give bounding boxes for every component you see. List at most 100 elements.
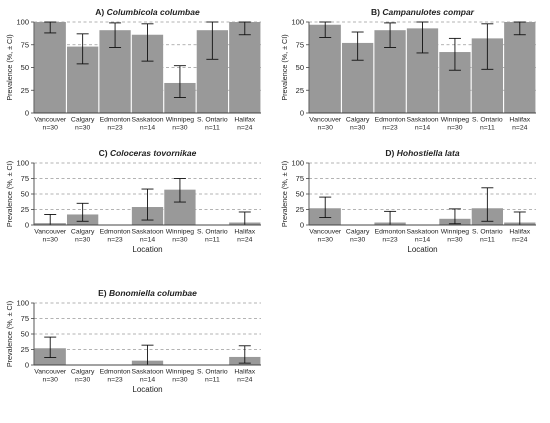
x-sample-size: n=30	[75, 377, 91, 384]
x-sample-size: n=30	[350, 125, 366, 132]
x-sample-size: n=11	[480, 125, 495, 132]
y-tick-label: 75	[21, 40, 29, 49]
panel-species: Bonomiella columbae	[109, 288, 197, 298]
error-bar	[141, 188, 154, 221]
y-tick-label: 100	[16, 18, 29, 27]
x-sample-size: n=23	[107, 237, 123, 244]
y-tick-label: 75	[21, 174, 29, 183]
x-sample-size: n=30	[75, 125, 91, 132]
x-tick-label: S. Ontario	[197, 369, 228, 376]
panel-title: B) Campanulotes compar	[371, 7, 475, 17]
x-tick-label: Winnipeg	[166, 117, 195, 124]
y-tick-label: 25	[21, 86, 29, 95]
x-sample-size: n=14	[415, 237, 431, 244]
y-tick-label: 50	[21, 330, 29, 339]
x-sample-size: n=23	[107, 125, 123, 132]
y-axis-label: Prevalence (%, ± CI)	[5, 161, 14, 227]
x-tick-label: Winnipeg	[166, 369, 195, 376]
bar-halifax	[229, 22, 261, 113]
chart-panel-5: E) Bonomiella columbae 0 25 50 75 100 Vancouve…	[5, 288, 261, 394]
x-sample-size: n=30	[318, 125, 334, 132]
y-tick-label: 100	[16, 159, 29, 168]
panel-letter: B)	[371, 7, 382, 17]
chart-panel-2: B) Campanulotes compar 0 25 50 75 100 Vancouve…	[280, 7, 536, 132]
error-bar	[319, 196, 332, 219]
x-axis-label: Location	[132, 385, 162, 394]
chart-panel-4: D) Hohostiella lata0255075100Vancouvern=…	[280, 148, 536, 254]
x-tick-label: Halifax	[509, 117, 530, 124]
error-bar	[513, 21, 526, 36]
error-bar	[319, 21, 332, 38]
x-tick-label: Saskatoon	[406, 229, 438, 236]
x-tick-label: Calgary	[71, 369, 95, 376]
x-sample-size: n=14	[140, 125, 156, 132]
x-sample-size: n=30	[43, 377, 59, 384]
y-tick-label: 0	[25, 109, 29, 118]
y-axis-label: Prevalence (%, ± CI)	[280, 34, 289, 100]
x-sample-size: n=23	[107, 377, 123, 384]
x-tick-label: S. Ontario	[197, 229, 228, 236]
chart-panel-3: C) Coloceras tovornikae 0 25 50 75 100 Vancouv…	[5, 148, 261, 254]
x-tick-label: Winnipeg	[441, 117, 470, 124]
x-tick-label: Winnipeg	[166, 229, 195, 236]
x-sample-size: n=24	[237, 125, 253, 132]
x-tick-label: Calgary	[71, 117, 95, 124]
y-axis-label: Prevalence (%, ± CI)	[5, 34, 14, 100]
x-tick-label: S. Ontario	[197, 117, 228, 124]
y-axis-label: Prevalence (%, ± CI)	[5, 301, 14, 367]
x-tick-label: Calgary	[346, 117, 370, 124]
y-tick-label: 0	[25, 361, 29, 370]
x-sample-size: n=11	[205, 377, 220, 384]
error-bar	[416, 21, 429, 54]
y-tick-label: 50	[296, 190, 304, 199]
x-sample-size: n=30	[350, 237, 366, 244]
y-tick-label: 25	[21, 205, 29, 214]
x-sample-size: n=14	[140, 377, 156, 384]
x-sample-size: n=11	[205, 237, 220, 244]
y-tick-label: 50	[21, 190, 29, 199]
x-tick-label: Saskatoon	[406, 117, 438, 124]
error-bar	[238, 345, 251, 364]
x-tick-label: Edmonton	[375, 117, 406, 124]
x-sample-size: n=30	[172, 125, 188, 132]
x-sample-size: n=30	[447, 237, 463, 244]
chart-panel-1: A) Columbicola columbae 0 25 50 75 100 Vancouv…	[5, 7, 261, 132]
error-bar	[76, 202, 89, 222]
y-tick-label: 25	[296, 205, 304, 214]
x-axis-label: Location	[132, 245, 162, 254]
y-tick-label: 25	[296, 86, 304, 95]
panel-species: Coloceras tovornikae	[110, 148, 197, 158]
y-axis-label: Prevalence (%, ± CI)	[280, 161, 289, 227]
x-sample-size: n=14	[415, 125, 431, 132]
x-tick-label: Edmonton	[100, 229, 131, 236]
x-sample-size: n=30	[172, 377, 188, 384]
y-tick-label: 75	[296, 40, 304, 49]
x-sample-size: n=24	[512, 125, 528, 132]
x-sample-size: n=30	[318, 237, 334, 244]
error-bar	[481, 23, 494, 70]
error-bar	[448, 208, 461, 225]
x-tick-label: Halifax	[234, 369, 255, 376]
error-bar	[44, 21, 57, 34]
error-bar	[173, 65, 186, 98]
error-bar	[351, 31, 364, 61]
x-sample-size: n=30	[43, 237, 59, 244]
y-tick-label: 100	[291, 159, 304, 168]
x-sample-size: n=30	[447, 125, 463, 132]
x-sample-size: n=24	[237, 377, 253, 384]
panel-letter: E)	[98, 288, 109, 298]
error-bar	[448, 37, 461, 71]
panel-letter: C)	[99, 148, 110, 158]
error-bar	[109, 22, 122, 48]
panel-species: Hohostiella lata	[397, 148, 460, 158]
panel-title: C) Coloceras tovornikae	[99, 148, 197, 158]
panel-species: Columbicola columbae	[107, 7, 200, 17]
x-sample-size: n=24	[512, 237, 528, 244]
x-tick-label: Edmonton	[100, 117, 131, 124]
y-tick-label: 75	[21, 314, 29, 323]
y-tick-label: 25	[21, 345, 29, 354]
y-tick-label: 0	[25, 221, 29, 230]
x-tick-label: Vancouver	[34, 369, 67, 376]
y-tick-label: 100	[291, 18, 304, 27]
